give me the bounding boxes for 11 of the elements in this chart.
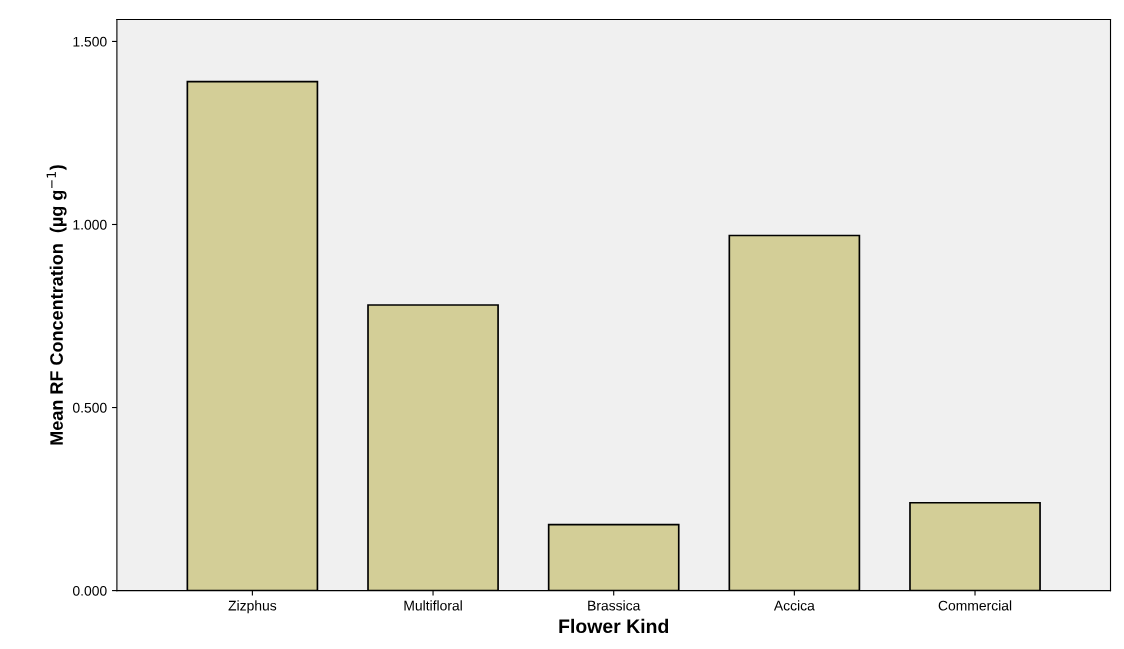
- x-tick-label: Zizphus: [228, 600, 277, 614]
- x-tick-label: Commercial: [938, 600, 1012, 611]
- x-tick-label: Brassica: [588, 600, 641, 611]
- y-tick-label: 0.000: [72, 585, 107, 596]
- x-tick-label: Accica: [773, 600, 815, 611]
- y-axis-title: Mean RF Concentration (µg g$^{−1}$): [46, 165, 67, 445]
- y-tick-label: 0.500: [72, 402, 107, 413]
- y-tick-label: 1.000: [73, 219, 107, 230]
- y-tick-label: 1.500: [73, 36, 107, 47]
- x-axis-title: Flower Kind: [559, 618, 669, 634]
- x-tick-label: Multifloral: [404, 600, 462, 611]
